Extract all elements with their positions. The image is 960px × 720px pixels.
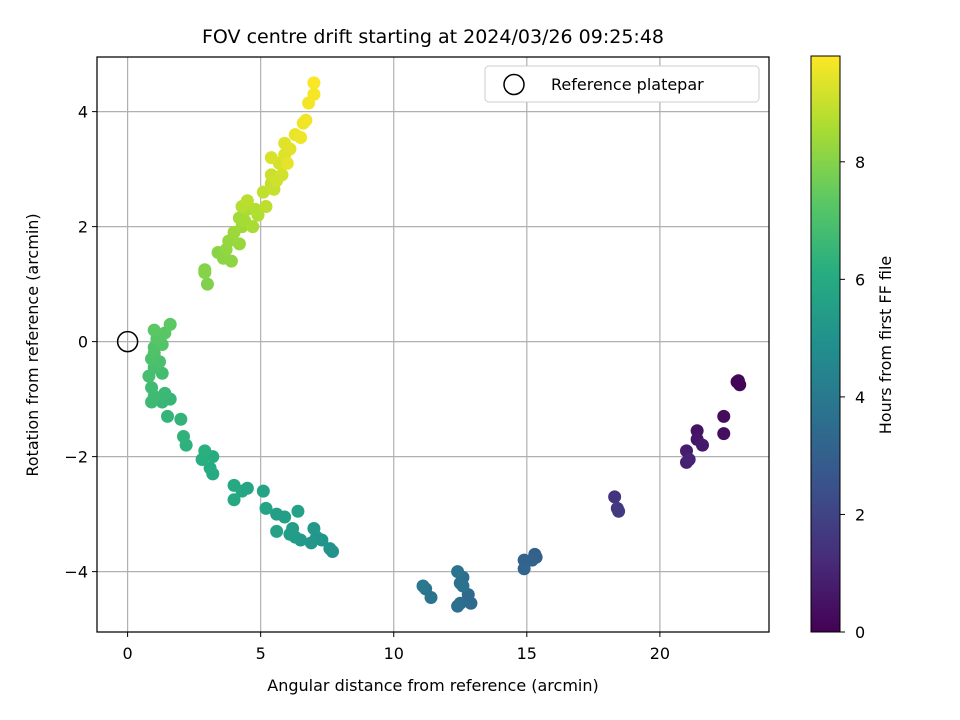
data-point: [456, 579, 470, 593]
data-point: [286, 522, 300, 535]
data-point: [240, 194, 254, 208]
data-point: [275, 168, 289, 182]
y-tick-label: −4: [64, 563, 88, 582]
legend-box: [484, 65, 760, 103]
data-point: [200, 277, 214, 291]
data-point: [451, 599, 465, 613]
colorbar-tick-label: 0: [855, 623, 865, 642]
data-point: [517, 562, 531, 576]
x-tick-label: 0: [123, 644, 133, 663]
data-point: [161, 409, 175, 423]
data-point: [163, 317, 177, 331]
data-point: [299, 113, 313, 127]
data-point: [612, 504, 626, 518]
y-tick-label: 4: [78, 103, 88, 122]
data-point: [248, 202, 262, 216]
data-point: [224, 254, 238, 268]
x-tick-label: 10: [384, 644, 404, 663]
data-point: [203, 461, 217, 475]
x-axis-title: Angular distance from reference (arcmin): [267, 676, 598, 695]
data-point: [256, 484, 270, 498]
y-tick-label: 2: [78, 218, 88, 237]
data-point: [176, 430, 190, 443]
y-tick-label: −2: [64, 448, 88, 467]
data-point: [682, 453, 696, 466]
data-point: [695, 438, 709, 452]
colorbar-tick-label: 8: [855, 153, 865, 172]
data-point: [270, 524, 284, 538]
data-point: [264, 151, 278, 165]
data-point: [307, 522, 321, 535]
plot-area: 0 5 10 15 20 −4 −2 0 2 4: [64, 56, 770, 663]
x-tick-label: 20: [650, 644, 670, 663]
data-point: [717, 427, 731, 441]
data-point: [174, 412, 188, 426]
data-point: [717, 409, 731, 423]
data-point: [145, 381, 159, 395]
colorbar-tick-label: 2: [855, 505, 865, 524]
x-tick-label: 15: [517, 644, 537, 663]
reference-point: [116, 330, 139, 353]
data-point: [283, 142, 297, 156]
legend-marker: [503, 73, 525, 96]
data-point: [464, 596, 478, 610]
data-point: [270, 507, 284, 521]
chart-title: FOV centre drift starting at 2024/03/26 …: [202, 26, 664, 48]
x-tick-label: 5: [256, 644, 266, 663]
legend: Reference platepar: [484, 65, 760, 103]
colorbar-tick-label: 6: [855, 270, 865, 289]
colorbar-gradient: [810, 55, 841, 633]
data-point: [198, 266, 212, 280]
colorbar-title: Hours from first FF file: [876, 256, 895, 435]
y-tick-label: 0: [78, 333, 88, 352]
data-point: [227, 493, 241, 507]
y-axis-title: Rotation from reference (arcmin): [23, 213, 42, 476]
data-point: [227, 478, 241, 492]
data-points: [142, 76, 747, 613]
axis-ticks: 0 5 10 15 20 −4 −2 0 2 4: [64, 103, 670, 663]
colorbar-ticks: 0 2 4 6 8: [840, 153, 865, 642]
plot-frame: [96, 56, 770, 633]
data-point: [451, 565, 465, 579]
data-point: [307, 87, 321, 101]
colorbar-tick-label: 4: [855, 388, 865, 407]
data-point: [246, 220, 260, 234]
data-point: [304, 536, 318, 550]
data-point: [147, 323, 161, 337]
data-point: [307, 76, 321, 90]
data-point: [416, 579, 430, 593]
grid: [97, 57, 769, 632]
data-point: [294, 131, 308, 144]
data-point: [256, 185, 270, 199]
data-point: [158, 386, 172, 400]
data-point: [259, 501, 273, 515]
data-point: [323, 542, 337, 556]
data-point: [608, 490, 622, 504]
data-point: [232, 237, 246, 251]
data-point: [280, 156, 294, 170]
data-point: [731, 374, 745, 388]
colorbar: 0 2 4 6 8 Hours from first FF file: [810, 55, 895, 642]
data-point: [259, 200, 273, 213]
data-point: [198, 444, 212, 458]
legend-label: Reference platepar: [551, 75, 704, 94]
data-point: [291, 504, 305, 518]
